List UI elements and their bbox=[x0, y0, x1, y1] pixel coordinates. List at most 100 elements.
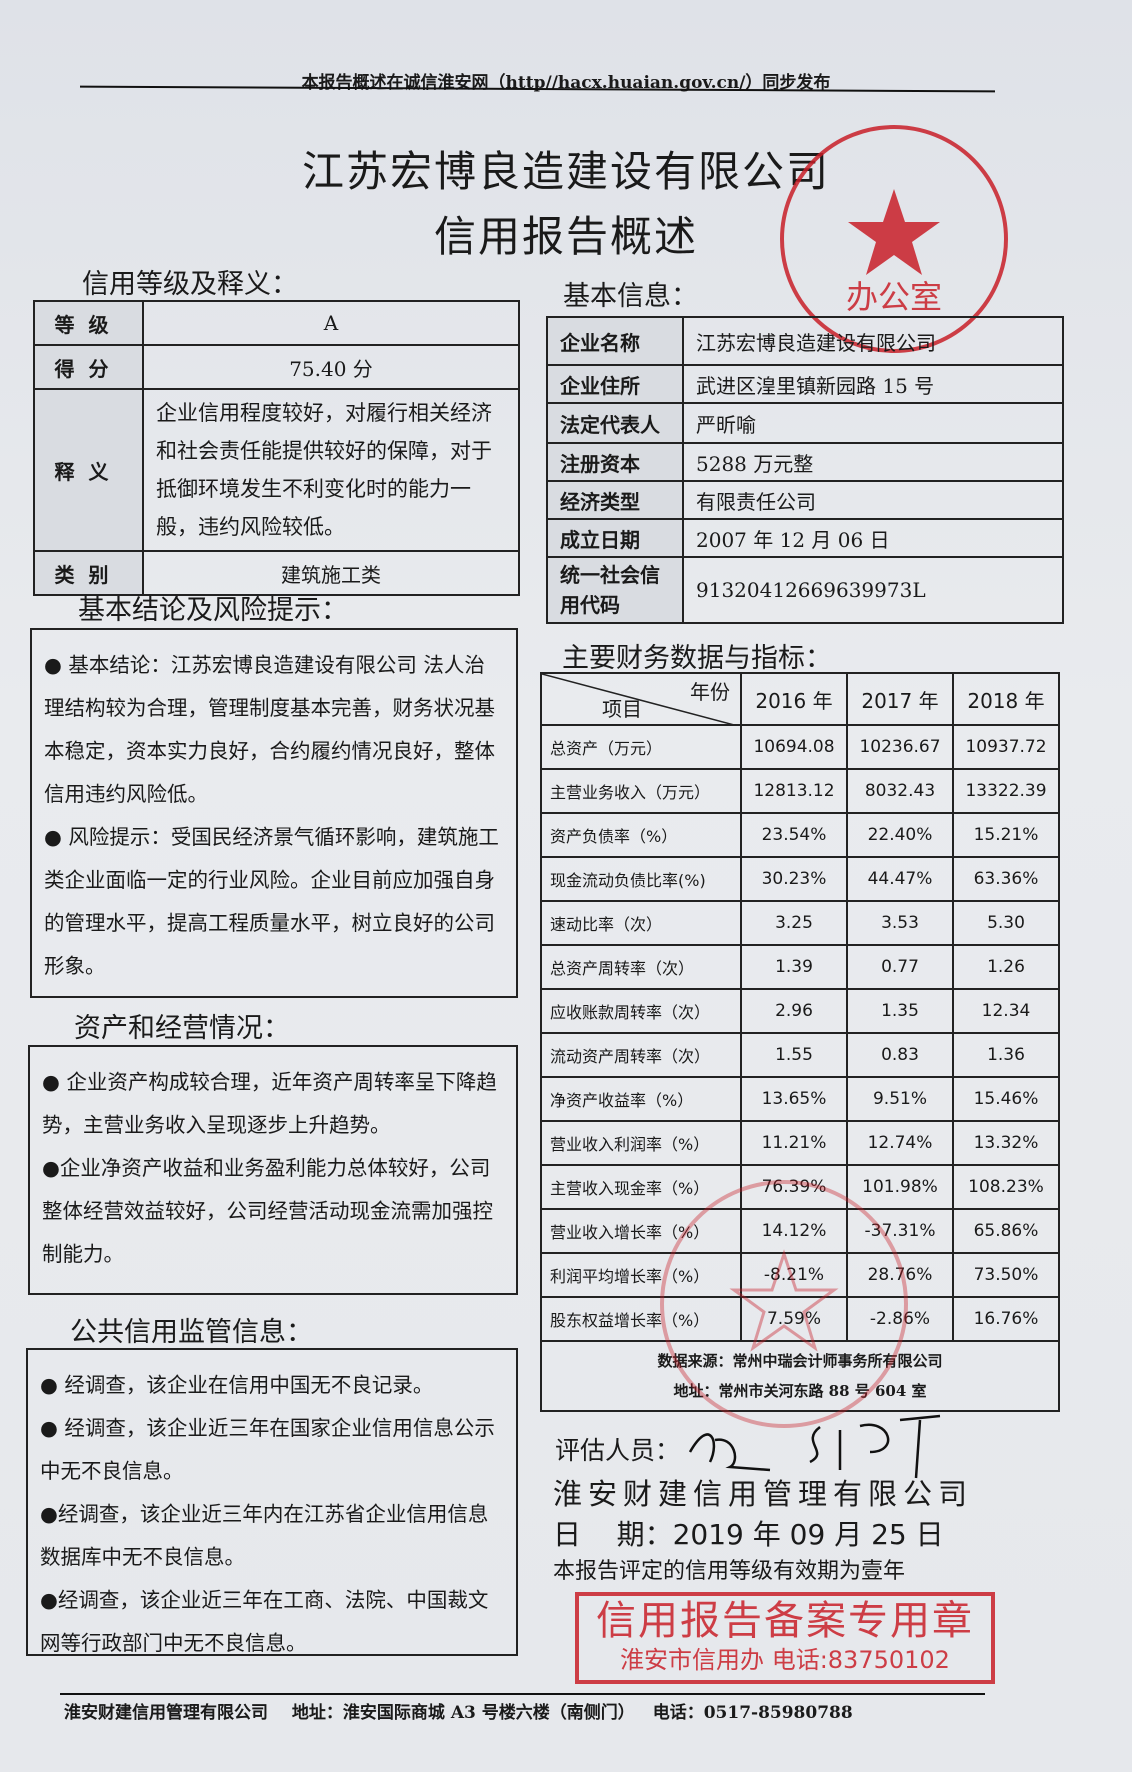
financial-item: 总资产（万元） bbox=[540, 724, 742, 770]
financial-value: 22.40% bbox=[846, 812, 954, 858]
supervision-box: ● 经调查，该企业在信用中国无不良记录。 ● 经调查，该企业近三年在国家企业信用… bbox=[26, 1348, 518, 1656]
assessor-company: 淮安财建信用管理有限公司 bbox=[553, 1477, 974, 1511]
star-icon bbox=[729, 1249, 839, 1352]
financial-value: 11.21% bbox=[740, 1120, 848, 1166]
grade-table: 等级 A 得分 75.40 分 释义 企业信用程度较好，对履行相关经济和社会责任能提供… bbox=[33, 300, 520, 596]
financial-value: 10236.67 bbox=[846, 724, 954, 770]
financial-item: 现金流动负债比率(%) bbox=[540, 856, 742, 902]
operations-text-1: ● 企业资产构成较合理，近年资产周转率呈下降趋势，主营业务收入呈现逐步上升趋势。 bbox=[42, 1070, 497, 1137]
financial-value: 73.50% bbox=[952, 1252, 1060, 1298]
financial-value: 1.36 bbox=[952, 1032, 1060, 1078]
economic-type-value: 有限责任公司 bbox=[682, 480, 1064, 520]
financial-value: 13.65% bbox=[740, 1076, 848, 1122]
address-value: 武进区湟里镇新园路 15 号 bbox=[682, 364, 1064, 404]
category-value: 建筑施工类 bbox=[142, 550, 520, 596]
risk-text: ● 风险提示：受国民经济景气循环影响，建筑施工类企业面临一定的行业风险。企业目前… bbox=[44, 825, 499, 978]
financials-heading: 主要财务数据与指标： bbox=[562, 643, 832, 674]
financial-row: 应收账款周转率（次） 2.96 1.35 12.34 bbox=[540, 988, 1060, 1034]
financial-value: 5.30 bbox=[952, 900, 1060, 946]
financial-item: 流动资产周转率（次） bbox=[540, 1032, 742, 1078]
financial-row: 营业收入利润率（%） 11.21% 12.74% 13.32% bbox=[540, 1120, 1060, 1166]
financial-value: 16.76% bbox=[952, 1296, 1060, 1342]
financial-item: 主营收入现金率（%） bbox=[540, 1164, 742, 1210]
financial-value: 12.34 bbox=[952, 988, 1060, 1034]
financial-value: 10694.08 bbox=[740, 724, 848, 770]
assessor-label: 评估人员： bbox=[555, 1436, 681, 1465]
year-header: 2018 年 bbox=[952, 672, 1060, 726]
validity-note: 本报告评定的信用等级有效期为壹年 bbox=[553, 1559, 906, 1584]
star-icon bbox=[848, 189, 940, 275]
financial-row: 资产负债率（%） 23.54% 22.40% 15.21% bbox=[540, 812, 1060, 858]
financial-item: 主营业务收入（万元） bbox=[540, 768, 742, 814]
supervision-item: ●经调查，该企业近三年内在江苏省企业信用信息数据库中无不良信息。 bbox=[40, 1502, 489, 1569]
financial-value: 9.51% bbox=[846, 1076, 954, 1122]
financial-row: 总资产周转率（次） 1.39 0.77 1.26 bbox=[540, 944, 1060, 990]
info-label: 统一社会信用代码 bbox=[546, 556, 684, 624]
company-title: 江苏宏博良造建设有限公司 bbox=[301, 147, 830, 196]
score-label: 得分 bbox=[33, 344, 144, 390]
financial-value: 0.77 bbox=[846, 944, 954, 990]
conclusion-text: ● 基本结论：江苏宏博良造建设有限公司 法人治理结构较为合理，管理制度基本完善，… bbox=[44, 653, 495, 806]
footer-divider bbox=[60, 1693, 985, 1695]
financial-row: 净资产收益率（%） 13.65% 9.51% 15.46% bbox=[540, 1076, 1060, 1122]
score-value: 75.40 分 bbox=[142, 344, 520, 390]
operations-box: ● 企业资产构成较合理，近年资产周转率呈下降趋势，主营业务收入呈现逐步上升趋势。… bbox=[28, 1045, 518, 1295]
financial-row: 速动比率（次） 3.25 3.53 5.30 bbox=[540, 900, 1060, 946]
info-label: 经济类型 bbox=[546, 480, 684, 520]
conclusion-heading: 基本结论及风险提示： bbox=[78, 595, 348, 626]
founded-date-value: 2007 年 12 月 06 日 bbox=[682, 518, 1064, 558]
supervision-item: ●经调查，该企业近三年在工商、法院、中国裁文网等行政部门中无不良信息。 bbox=[40, 1588, 489, 1655]
financial-value: 0.83 bbox=[846, 1032, 954, 1078]
corner-year: 年份 bbox=[690, 680, 730, 704]
info-label: 成立日期 bbox=[546, 518, 684, 558]
grade-heading: 信用等级及释义： bbox=[82, 269, 298, 300]
financial-value: 23.54% bbox=[740, 812, 848, 858]
info-label: 企业名称 bbox=[546, 316, 684, 366]
stamp-office-text: 办公室 bbox=[845, 278, 942, 316]
financial-row: 总资产（万元） 10694.08 10236.67 10937.72 bbox=[540, 724, 1060, 770]
company-name-value: 江苏宏博良造建设有限公司 bbox=[682, 316, 1064, 366]
financial-value: 13.32% bbox=[952, 1120, 1060, 1166]
diagonal-divider bbox=[542, 674, 738, 726]
financial-row: 现金流动负债比率(%) 30.23% 44.47% 63.36% bbox=[540, 856, 1060, 902]
financial-item: 资产负债率（%） bbox=[540, 812, 742, 858]
financial-value: 15.46% bbox=[952, 1076, 1060, 1122]
operations-text-2: ●企业净资产收益和业务盈利能力总体较好，公司整体经营效益较好，公司经营活动现金流… bbox=[42, 1156, 493, 1266]
financial-value: 13322.39 bbox=[952, 768, 1060, 814]
financial-value: 30.23% bbox=[740, 856, 848, 902]
footer-company: 淮安财建信用管理有限公司 bbox=[64, 1703, 268, 1723]
financials-table: 年份 项目 2016 年 2017 年 2018 年 总资产（万元） 10694.… bbox=[540, 672, 1060, 1342]
financial-value: 10937.72 bbox=[952, 724, 1060, 770]
basic-info-heading: 基本信息： bbox=[563, 281, 698, 312]
supervision-item: ● 经调查，该企业在信用中国无不良记录。 bbox=[40, 1373, 434, 1397]
report-title: 信用报告概述 bbox=[433, 212, 698, 261]
capital-value: 5288 万元整 bbox=[682, 442, 1064, 482]
financials-block: 年份 项目 2016 年 2017 年 2018 年 总资产（万元） 10694.… bbox=[540, 672, 1066, 1412]
legal-rep-value: 严昕喻 bbox=[682, 402, 1064, 444]
financial-value: 1.39 bbox=[740, 944, 848, 990]
explanation-value: 企业信用程度较好，对履行相关经济和社会责任能提供较好的保障，对于抵御环境发生不利… bbox=[142, 388, 520, 552]
info-label: 法定代表人 bbox=[546, 402, 684, 444]
filing-stamp-subtitle: 淮安市信用办 电话:83750102 bbox=[620, 1646, 950, 1674]
financial-value: 101.98% bbox=[846, 1164, 954, 1210]
faint-round-stamp bbox=[660, 1180, 908, 1428]
financial-item: 总资产周转率（次） bbox=[540, 944, 742, 990]
supervision-heading: 公共信用监管信息： bbox=[70, 1317, 313, 1348]
assessor-signatures bbox=[688, 1414, 941, 1479]
footer: 淮安财建信用管理有限公司 地址：淮安国际商城 A3 号楼六楼（南侧门） 电话：0… bbox=[64, 1702, 853, 1724]
supervision-item: ● 经调查，该企业近三年在国家企业信用信息公示中无不良信息。 bbox=[40, 1416, 495, 1483]
operations-heading: 资产和经营情况： bbox=[74, 1013, 290, 1044]
financial-value: 15.21% bbox=[952, 812, 1060, 858]
basic-info-table: 企业名称 江苏宏博良造建设有限公司 企业住所 武进区湟里镇新园路 15 号 法定代表… bbox=[546, 316, 1064, 624]
corner-header: 年份 项目 bbox=[540, 672, 742, 726]
financial-value: 44.47% bbox=[846, 856, 954, 902]
financial-value: 1.26 bbox=[952, 944, 1060, 990]
footer-phone: 电话：0517-85980788 bbox=[652, 1703, 853, 1723]
footer-address: 地址：淮安国际商城 A3 号楼六楼（南侧门） bbox=[291, 1703, 635, 1723]
financial-row: 主营业务收入（万元） 12813.12 8032.43 13322.39 bbox=[540, 768, 1060, 814]
financial-row: 流动资产周转率（次） 1.55 0.83 1.36 bbox=[540, 1032, 1060, 1078]
explanation-label: 释义 bbox=[33, 388, 144, 552]
year-header: 2016 年 bbox=[740, 672, 848, 726]
report-date: 日 期：2019 年 09 月 25 日 bbox=[553, 1518, 944, 1551]
financial-item: 净资产收益率（%） bbox=[540, 1076, 742, 1122]
